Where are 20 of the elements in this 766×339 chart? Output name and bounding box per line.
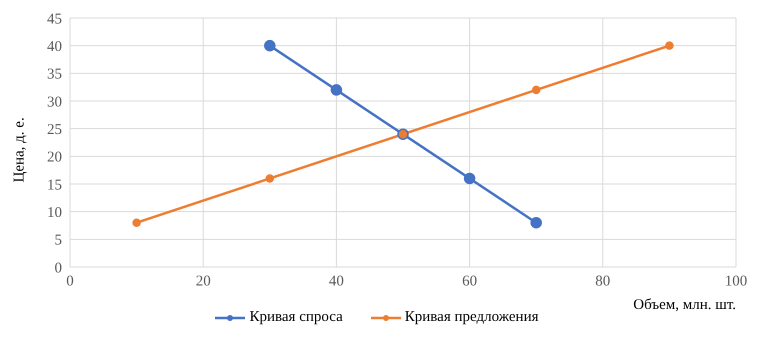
x-tick-label: 40 — [328, 274, 344, 290]
y-tick-label: 5 — [54, 232, 62, 249]
x-axis-title: Объем, млн. шт. — [633, 297, 736, 313]
x-tick-label: 0 — [66, 274, 74, 290]
legend-label: Кривая спроса — [249, 309, 343, 326]
y-tick-label: 20 — [47, 150, 62, 166]
y-axis-title: Цена, д. е. — [11, 117, 28, 182]
x-tick-label: 80 — [595, 274, 610, 290]
y-tick-label: 25 — [47, 122, 62, 138]
x-tick-label: 60 — [462, 274, 478, 290]
y-tick-label: 45 — [47, 11, 62, 28]
x-tick-label: 100 — [724, 274, 748, 290]
y-tick-label: 30 — [47, 94, 62, 110]
y-tick-label: 10 — [47, 204, 62, 221]
y-tick-label: 15 — [47, 177, 62, 194]
legend-label: Кривая предложения — [404, 309, 538, 326]
y-tick-label: 35 — [47, 66, 62, 83]
y-tick-label: 40 — [47, 38, 62, 55]
x-tick-label: 20 — [196, 274, 211, 290]
y-tick-label: 0 — [54, 260, 62, 276]
